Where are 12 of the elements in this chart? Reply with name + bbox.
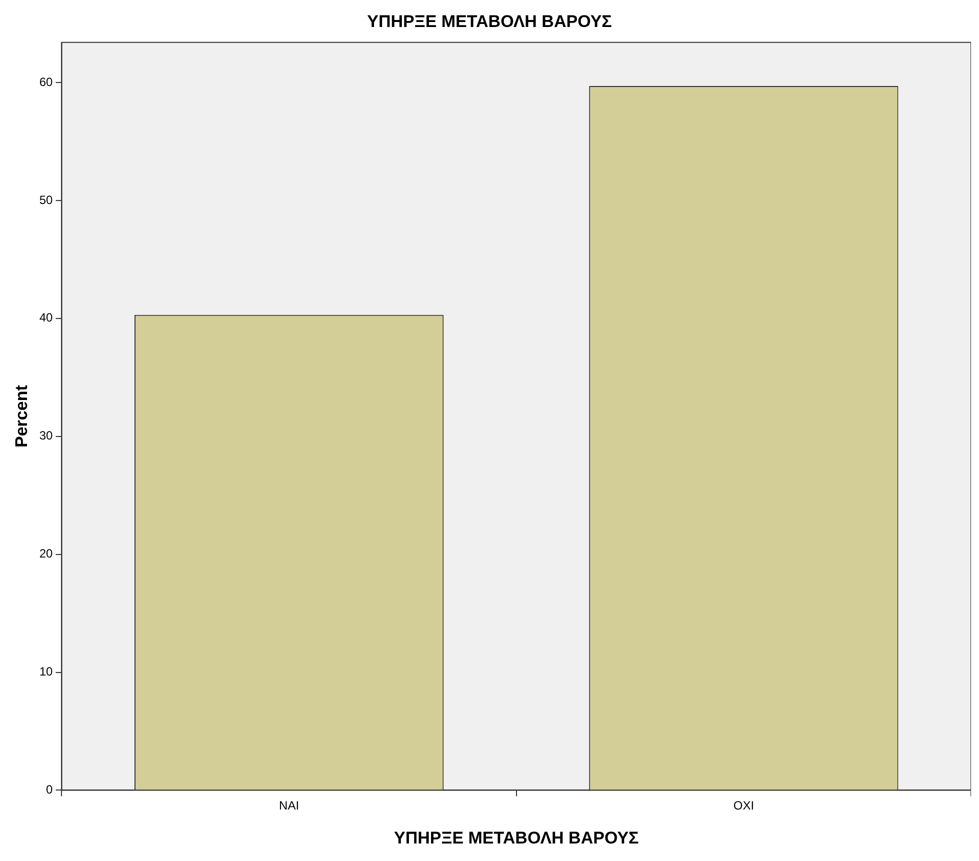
y-tick-label: 30 <box>39 428 54 443</box>
chart-title: ΥΠΗΡΞΕ ΜΕΤΑΒΟΛΗ ΒΑΡΟΥΣ <box>367 12 612 31</box>
x-tick-label: ΝΑΙ <box>279 798 300 813</box>
y-tick-label: 50 <box>39 192 54 207</box>
y-axis-title: Percent <box>12 384 31 448</box>
y-tick-label: 20 <box>39 546 54 561</box>
y-tick-label: 40 <box>39 310 54 325</box>
x-tick-label: ΟΧΙ <box>733 798 754 813</box>
y-tick-label: 0 <box>46 782 54 797</box>
y-tick-label: 10 <box>39 664 54 679</box>
y-tick-label: 60 <box>39 74 54 89</box>
x-axis-title: ΥΠΗΡΞΕ ΜΕΤΑΒΟΛΗ ΒΑΡΟΥΣ <box>394 828 639 848</box>
